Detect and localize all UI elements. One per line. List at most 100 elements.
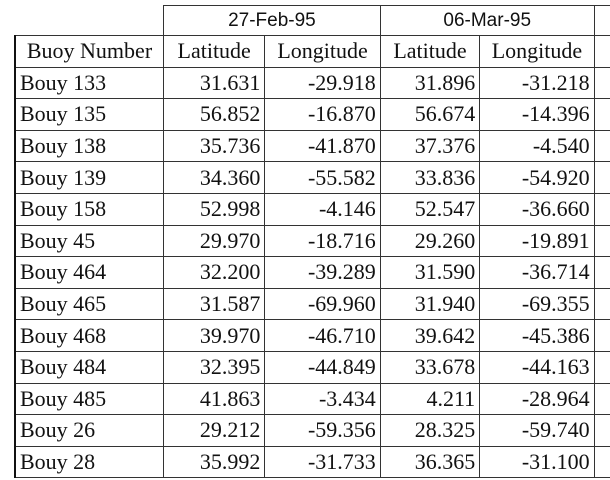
- coordinate: 37.376: [379, 129, 481, 163]
- coordinate: 35.736: [163, 129, 266, 163]
- date-row: 27-Feb-95 06-Mar-95: [15, 5, 610, 36]
- coordinate: 31.590: [379, 256, 481, 289]
- data-row: Bouy 484 32.395 -44.849 33.678 -44.163: [14, 350, 610, 384]
- column-header: Longitude: [479, 35, 595, 68]
- coordinate: -31.733: [264, 445, 381, 479]
- coordinate: 28.325: [379, 414, 481, 447]
- coordinate: -14.396: [479, 98, 595, 131]
- cut-cell: [593, 161, 610, 194]
- cut-cell: [593, 382, 610, 416]
- coordinate: -29.918: [264, 66, 381, 100]
- buoy-name: Bouy 139: [14, 161, 165, 194]
- coordinate: 33.836: [379, 161, 481, 194]
- cut-cell: [593, 5, 610, 36]
- cut-cell: [593, 350, 610, 384]
- coordinate: 56.674: [379, 98, 481, 131]
- data-row: Bouy 135 56.852 -16.870 56.674 -14.396: [14, 98, 610, 131]
- coordinate: -46.710: [264, 319, 381, 352]
- coordinate: -55.582: [264, 161, 381, 194]
- coordinate: -18.716: [264, 224, 381, 258]
- column-row: Buoy Number Latitude Longitude Latitude Long…: [14, 35, 610, 68]
- coordinate: -19.891: [479, 224, 595, 258]
- coordinate: -69.355: [479, 287, 595, 321]
- coordinate: -54.920: [479, 161, 595, 194]
- coordinate: 39.642: [379, 319, 481, 352]
- buoy-name: Bouy 485: [14, 382, 165, 416]
- data-row: Bouy 45 29.970 -18.716 29.260 -19.891: [14, 224, 610, 258]
- coordinate: 31.631: [163, 66, 266, 100]
- coordinate: -39.289: [264, 256, 381, 289]
- coordinate: -28.964: [479, 382, 595, 416]
- coordinate: 32.395: [163, 350, 266, 384]
- date-header: 27-Feb-95: [163, 5, 381, 36]
- blank-cell: [15, 5, 165, 36]
- coordinate: -45.386: [479, 319, 595, 352]
- coordinate: 31.896: [379, 66, 481, 100]
- coordinate: 34.360: [163, 161, 266, 194]
- buoy-name: Bouy 135: [14, 98, 165, 131]
- buoy-table: 27-Feb-95 06-Mar-95 Buoy Number Latitude Lon…: [14, 5, 610, 479]
- buoy-name: Bouy 468: [14, 319, 165, 352]
- coordinate: -59.740: [479, 414, 595, 447]
- data-row: Bouy 26 29.212 -59.356 28.325 -59.740: [14, 414, 610, 447]
- date-header: 06-Mar-95: [379, 5, 595, 36]
- buoy-name: Bouy 45: [14, 224, 165, 258]
- coordinate: 35.992: [163, 445, 266, 479]
- data-row: Bouy 464 32.200 -39.289 31.590 -36.714: [14, 256, 610, 289]
- coordinate: -44.849: [264, 350, 381, 384]
- cut-cell: [593, 414, 610, 447]
- coordinate: 39.970: [163, 319, 266, 352]
- coordinate: 36.365: [379, 445, 481, 479]
- cut-cell: [593, 287, 610, 321]
- column-header: Longitude: [264, 35, 381, 68]
- coordinate: 29.212: [163, 414, 266, 447]
- column-header: Latitude: [163, 35, 266, 68]
- cut-cell: [593, 35, 610, 68]
- coordinate: 33.678: [379, 350, 481, 384]
- cut-cell: [593, 66, 610, 100]
- coordinate: -41.870: [264, 129, 381, 163]
- coordinate: 52.998: [163, 192, 266, 226]
- buoy-name: Bouy 28: [14, 445, 165, 479]
- data-row: Bouy 465 31.587 -69.960 31.940 -69.355: [14, 287, 610, 321]
- coordinate: -31.218: [479, 66, 595, 100]
- coordinate: -59.356: [264, 414, 381, 447]
- buoy-name: Bouy 158: [14, 192, 165, 226]
- coordinate: 41.863: [163, 382, 266, 416]
- coordinate: -36.714: [479, 256, 595, 289]
- cut-cell: [593, 129, 610, 163]
- buoy-name: Bouy 133: [14, 66, 165, 100]
- buoy-name: Bouy 465: [14, 287, 165, 321]
- buoy-name: Bouy 464: [14, 256, 165, 289]
- data-row: Bouy 28 35.992 -31.733 36.365 -31.100: [14, 445, 610, 479]
- coordinate: 4.211: [379, 382, 481, 416]
- coordinate: -31.100: [479, 445, 595, 479]
- coordinate: 31.940: [379, 287, 481, 321]
- coordinate: -4.540: [479, 129, 595, 163]
- cut-cell: [593, 256, 610, 289]
- buoy-name: Bouy 26: [14, 414, 165, 447]
- cut-cell: [593, 192, 610, 226]
- coordinate: -4.146: [264, 192, 381, 226]
- coordinate: 52.547: [379, 192, 481, 226]
- data-row: Bouy 139 34.360 -55.582 33.836 -54.920: [14, 161, 610, 194]
- cut-cell: [593, 319, 610, 352]
- data-row: Bouy 468 39.970 -46.710 39.642 -45.386: [14, 319, 610, 352]
- buoy-name: Bouy 138: [14, 129, 165, 163]
- cut-cell: [593, 445, 610, 479]
- data-row: Bouy 485 41.863 -3.434 4.211 -28.964: [14, 382, 610, 416]
- coordinate: -3.434: [264, 382, 381, 416]
- coordinate: -69.960: [264, 287, 381, 321]
- coordinate: -16.870: [264, 98, 381, 131]
- table-wrap: 27-Feb-95 06-Mar-95 Buoy Number Latitude Lon…: [14, 5, 610, 479]
- coordinate: -36.660: [479, 192, 595, 226]
- cut-cell: [593, 224, 610, 258]
- cut-cell: [593, 98, 610, 131]
- coordinate: 31.587: [163, 287, 266, 321]
- coordinate: 29.260: [379, 224, 481, 258]
- coordinate: 29.970: [163, 224, 266, 258]
- data-row: Bouy 158 52.998 -4.146 52.547 -36.660: [14, 192, 610, 226]
- column-header: Buoy Number: [14, 35, 165, 68]
- data-row: Bouy 133 31.631 -29.918 31.896 -31.218: [14, 66, 610, 100]
